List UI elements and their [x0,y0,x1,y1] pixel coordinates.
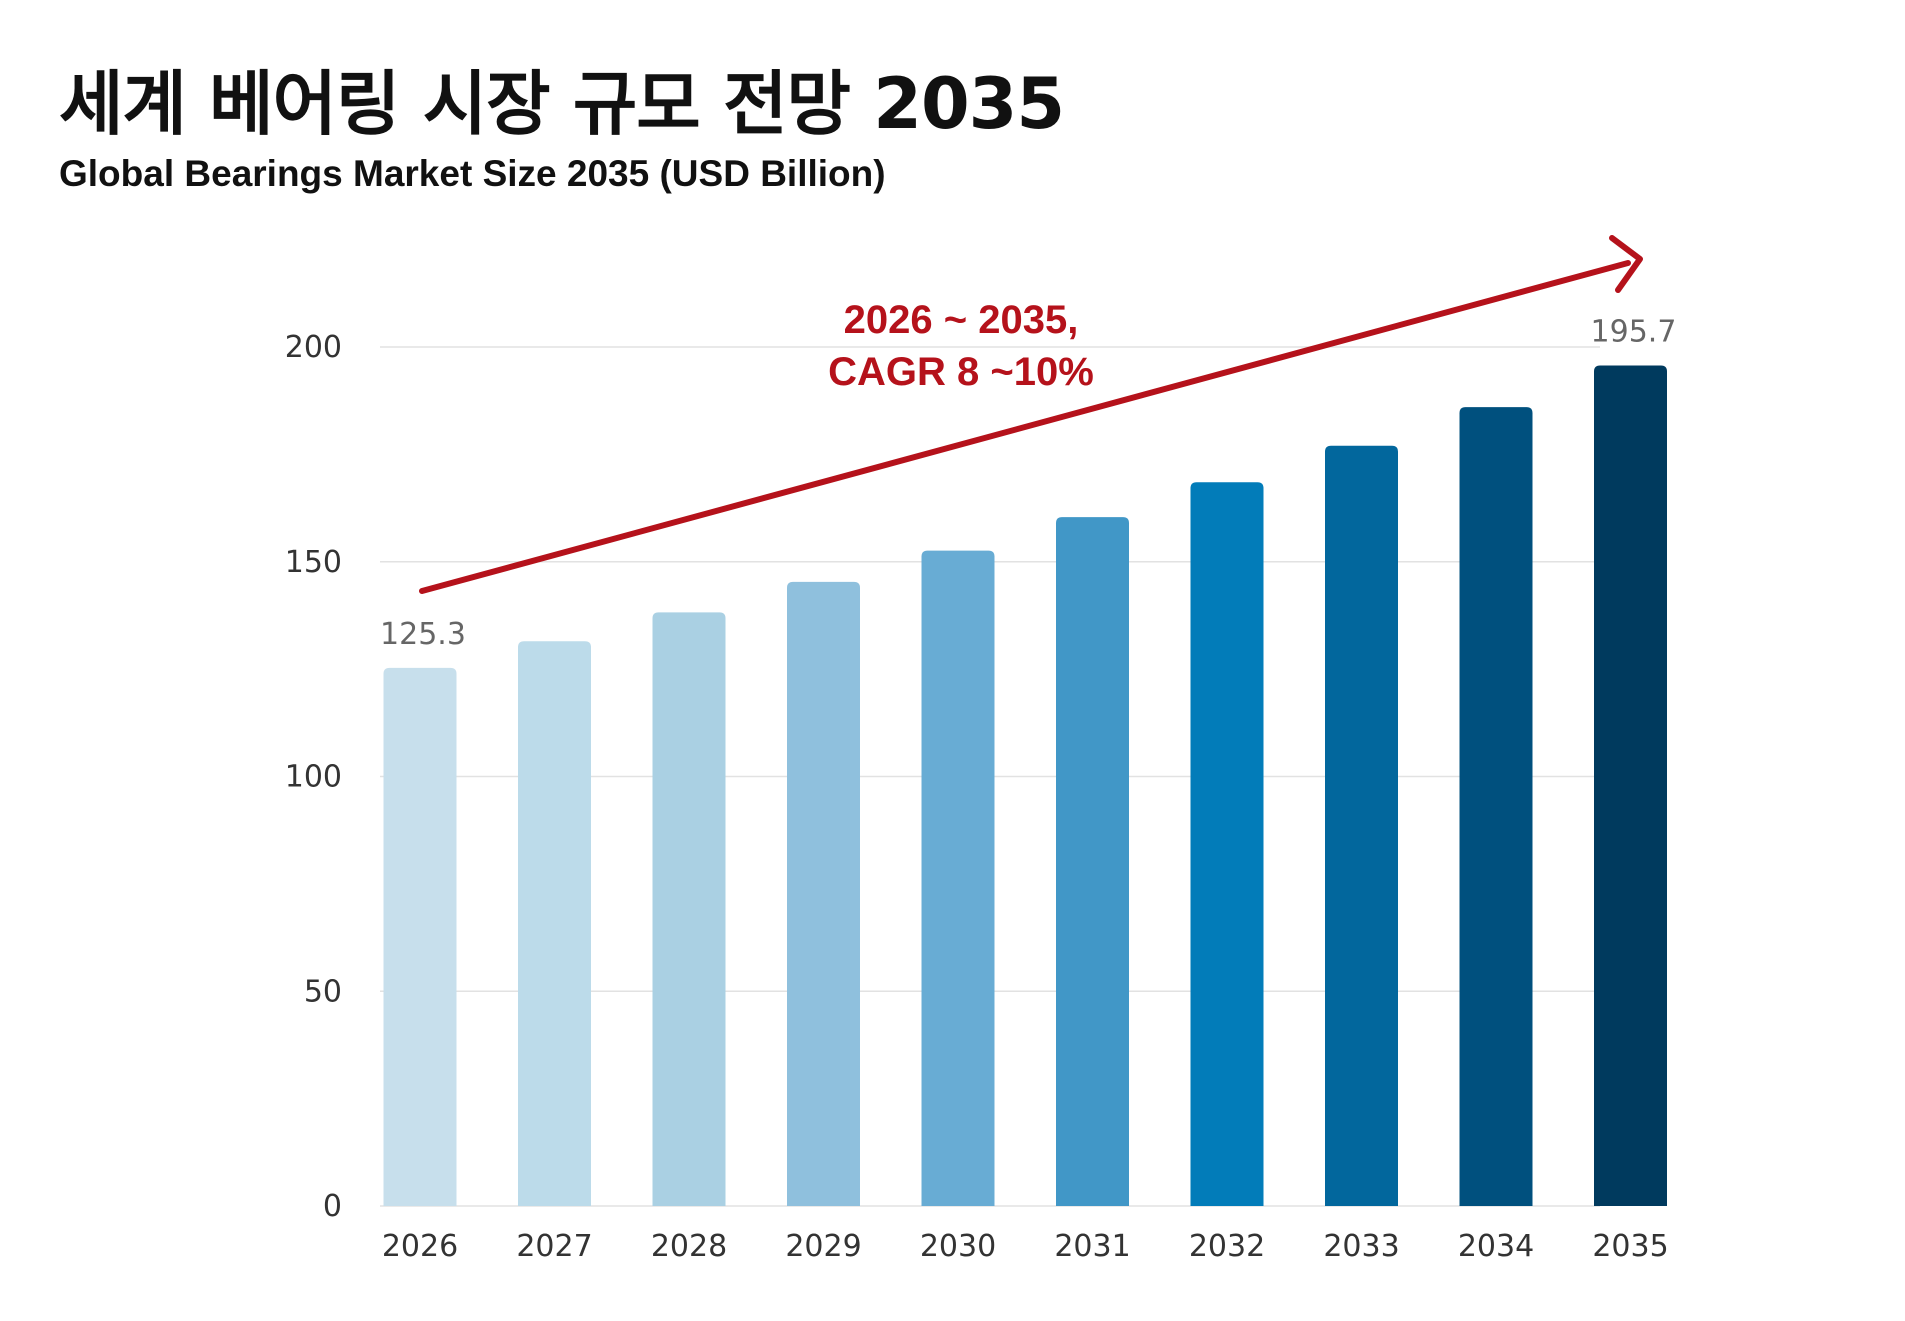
data-label-2026: 125.3 [380,617,466,652]
y-tick-label: 50 [304,974,342,1009]
x-tick-label: 2026 [382,1229,458,1264]
x-tick-label: 2027 [516,1229,592,1264]
annotation-line-1: 2026 ~ 2035, [844,298,1079,342]
bar-2026 [383,667,457,1206]
bar-2033 [1325,445,1398,1206]
bar-2035 [1594,365,1667,1206]
x-tick-label: 2034 [1458,1229,1534,1264]
x-axis-ticks: 2026 2027 2028 2029 2030 2031 2032 2033 2034 2035 [382,1229,1669,1264]
chart-title: 세계 베어링 시장 규모 전망 2035 [59,63,1065,145]
bar-2028 [652,612,726,1206]
trend-arrow-head-icon [1609,235,1643,293]
bar-2031 [1056,517,1129,1206]
data-label-2035: 195.7 [1591,314,1677,349]
bar-2030 [921,550,995,1206]
chart-subtitle: Global Bearings Market Size 2035 (USD Bi… [59,153,886,194]
x-tick-label: 2035 [1592,1229,1668,1264]
bars [383,365,1667,1207]
cagr-annotation: 2026 ~ 2035, CAGR 8 ~10% [419,235,1643,594]
y-tick-label: 200 [285,330,342,365]
bar-2032 [1190,482,1264,1207]
data-labels: 125.3 195.7 [380,314,1676,651]
x-tick-label: 2031 [1054,1229,1130,1264]
x-tick-label: 2032 [1189,1229,1265,1264]
y-axis-ticks: 0 50 100 150 200 [285,330,342,1224]
y-tick-label: 100 [285,760,342,795]
bar-2034 [1459,407,1533,1206]
x-tick-label: 2029 [785,1229,861,1264]
trend-arrow-line [419,260,1631,594]
annotation-line-2: CAGR 8 ~10% [828,350,1094,394]
y-tick-label: 0 [323,1189,342,1224]
bar-2027 [518,641,591,1206]
y-tick-label: 150 [285,545,342,580]
x-tick-label: 2028 [651,1229,727,1264]
x-tick-label: 2030 [920,1229,996,1264]
bar-2029 [787,581,860,1206]
x-tick-label: 2033 [1323,1229,1399,1264]
